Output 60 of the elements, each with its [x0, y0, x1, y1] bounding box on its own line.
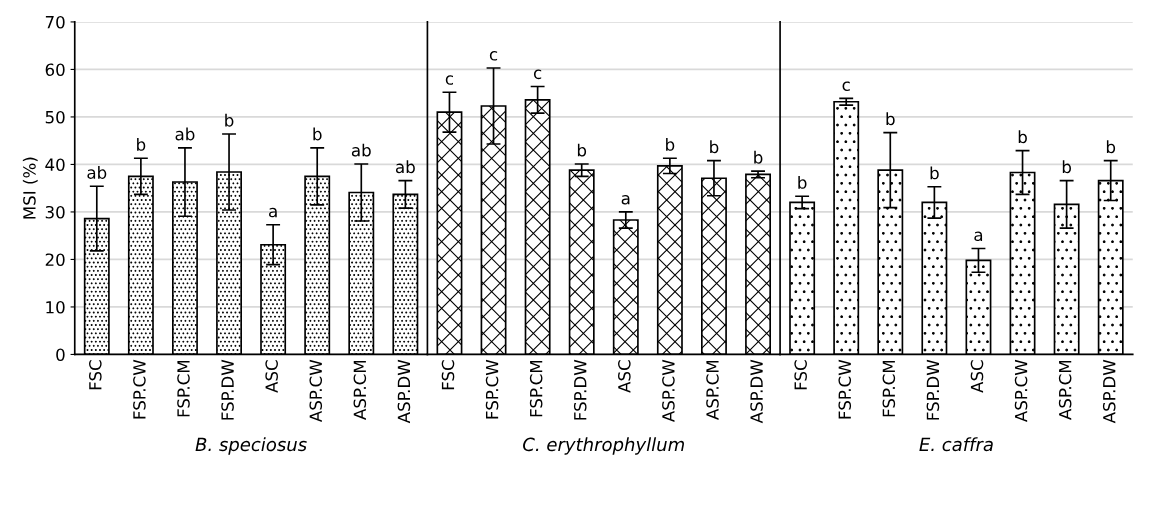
data-label: a — [269, 207, 277, 218]
data-label: b — [754, 150, 763, 164]
x-tick-label: FSP.CW — [485, 359, 499, 419]
x-tick-label: FSP.DW — [221, 359, 234, 420]
x-axis-title: C. erythrophyllum — [523, 437, 684, 455]
data-label: ab — [395, 160, 415, 174]
y-tick-label: 20 — [45, 253, 65, 267]
x-tick-label: ASC — [618, 360, 631, 393]
y-tick-label: 40 — [45, 158, 65, 172]
y-axis-title: MSI (%) — [22, 157, 38, 219]
y-tick-label: 50 — [45, 110, 65, 124]
data-label: ab — [87, 165, 107, 179]
data-label: b — [710, 140, 719, 154]
x-tick-label: ASP.DW — [397, 359, 411, 424]
x-tick-label: ASP.CW — [1014, 359, 1028, 423]
data-label: c — [445, 75, 454, 85]
y-tick-label: 60 — [45, 63, 65, 76]
x-tick-label: FSP.CM — [529, 360, 543, 417]
x-tick-label: FSP.CW — [838, 359, 852, 419]
data-label: b — [313, 127, 322, 141]
data-label: b — [137, 137, 146, 151]
x-tick-label: ASP.CW — [309, 359, 323, 423]
data-label: ab — [175, 127, 195, 141]
y-tick-label: 0 — [56, 348, 65, 362]
data-label: b — [1106, 140, 1116, 154]
x-axis-title: E. caffra — [919, 437, 993, 452]
x-tick-label: FSC — [794, 360, 807, 390]
x-tick-label: ASP.CM — [1058, 360, 1072, 420]
data-label: c — [489, 51, 498, 61]
x-tick-label: ASC — [970, 360, 984, 393]
x-tick-label: FSP.DW — [573, 359, 587, 420]
data-label: b — [930, 166, 939, 180]
data-label: c — [842, 81, 850, 92]
y-tick-label: 10 — [46, 300, 65, 314]
x-tick-label: FSC — [441, 360, 455, 390]
data-label: ab — [351, 143, 371, 157]
x-tick-label: ASP.DW — [1102, 359, 1116, 424]
x-tick-label: ASP.DW — [750, 359, 763, 424]
x-tick-label: FSP.CM — [882, 360, 896, 417]
data-label: a — [974, 231, 983, 242]
data-label: b — [1062, 160, 1071, 174]
x-tick-label: FSP.CW — [133, 359, 146, 419]
data-label: b — [225, 113, 234, 127]
x-tick-label: FSC — [89, 360, 102, 390]
x-tick-label: ASP.CM — [353, 360, 367, 420]
x-tick-label: ASP.CM — [706, 360, 719, 420]
x-tick-label: ASC — [265, 360, 278, 393]
data-label: b — [798, 175, 807, 189]
x-tick-label: FSP.CM — [177, 360, 190, 417]
y-tick-label: 70 — [45, 15, 65, 29]
data-label: a — [621, 194, 630, 205]
x-tick-label: FSP.DW — [926, 359, 940, 420]
x-axis-title: B. speciosus — [195, 437, 307, 455]
data-label: b — [666, 137, 675, 151]
x-tick-label: ASP.CW — [662, 359, 675, 423]
data-label: c — [533, 69, 542, 80]
data-label: b — [577, 143, 587, 157]
y-tick-label: 30 — [45, 205, 65, 219]
data-label: b — [886, 112, 895, 126]
data-label: b — [1018, 130, 1027, 144]
